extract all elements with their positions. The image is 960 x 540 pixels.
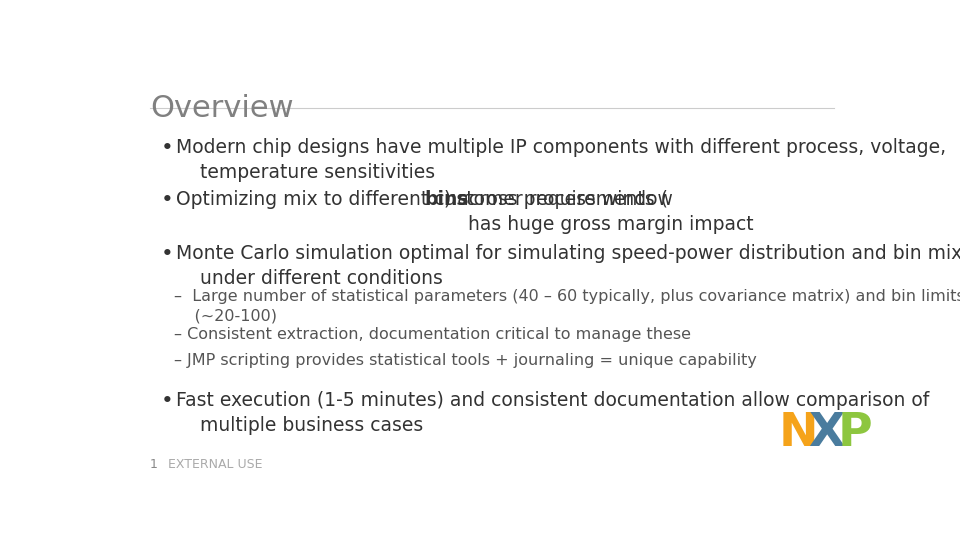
Text: ) across process window
    has huge gross margin impact: ) across process window has huge gross m… xyxy=(444,190,754,233)
Text: N: N xyxy=(779,411,818,456)
Text: Monte Carlo simulation optimal for simulating speed-power distribution and bin m: Monte Carlo simulation optimal for simul… xyxy=(176,244,960,288)
Text: P: P xyxy=(838,411,873,456)
Text: EXTERNAL USE: EXTERNAL USE xyxy=(168,458,263,471)
Text: 1: 1 xyxy=(150,458,157,471)
Text: – JMP scripting provides statistical tools + journaling = unique capability: – JMP scripting provides statistical too… xyxy=(174,353,756,368)
Text: X: X xyxy=(808,411,845,456)
Text: Fast execution (1-5 minutes) and consistent documentation allow comparison of
  : Fast execution (1-5 minutes) and consist… xyxy=(176,391,929,435)
Text: –  Large number of statistical parameters (40 – 60 typically, plus covariance ma: – Large number of statistical parameters… xyxy=(174,288,960,323)
Text: Optimizing mix to different customer requirements (: Optimizing mix to different customer req… xyxy=(176,190,668,208)
Text: •: • xyxy=(161,244,174,264)
Text: – Consistent extraction, documentation critical to manage these: – Consistent extraction, documentation c… xyxy=(174,327,690,342)
Text: •: • xyxy=(161,391,174,411)
Text: Overview: Overview xyxy=(150,94,294,123)
Text: bins: bins xyxy=(424,190,468,208)
Text: •: • xyxy=(161,190,174,210)
Text: Modern chip designs have multiple IP components with different process, voltage,: Modern chip designs have multiple IP com… xyxy=(176,138,946,181)
Text: •: • xyxy=(161,138,174,158)
